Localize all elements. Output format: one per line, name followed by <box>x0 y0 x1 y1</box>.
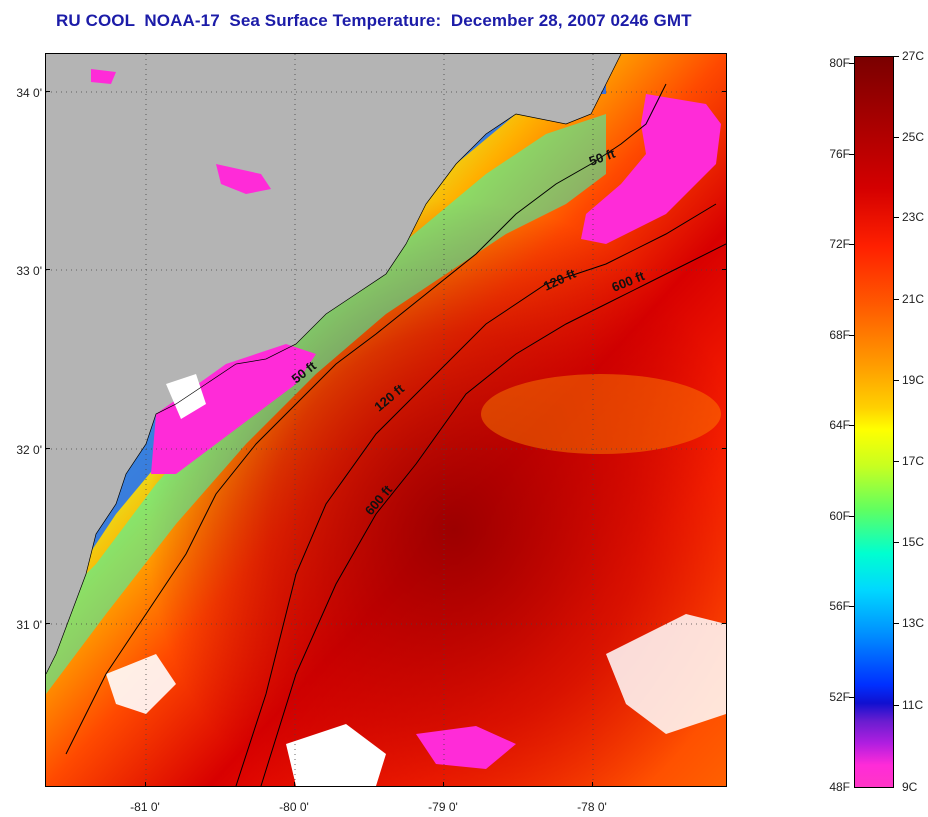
colorbar-celsius-label: 27C <box>902 49 925 63</box>
coastal-green-band <box>46 114 606 694</box>
colorbar-fahrenheit-label: 80F <box>829 56 850 70</box>
colorbar-tick <box>849 335 854 336</box>
colorbar-fahrenheit-label: 72F <box>829 237 850 251</box>
colorbar-celsius-label: 15C <box>902 535 925 549</box>
axis-tick <box>145 782 146 787</box>
colorbar-tick <box>894 623 899 624</box>
isobath-50ft <box>65 83 667 755</box>
axis-tick <box>45 269 50 270</box>
warm-eddy <box>481 374 721 454</box>
axis-tick <box>722 448 727 449</box>
colorbar-tick <box>894 299 899 300</box>
latitude-label: 34 0' <box>16 86 42 100</box>
colorbar-tick <box>849 606 854 607</box>
latitude-label: 32 0' <box>16 443 42 457</box>
colorbar-fahrenheit-label: 48F <box>829 780 850 794</box>
colorbar-celsius-label: 9C <box>902 780 918 794</box>
sst-map-canvas: 50 ft 50 ft 120 ft 120 ft 600 ft 600 ft <box>46 54 726 786</box>
colorbar-celsius-label: 17C <box>902 454 925 468</box>
colorbar-fahrenheit-label: 68F <box>829 328 850 342</box>
colorbar-tick <box>849 63 854 64</box>
longitude-label: -80 0' <box>279 800 309 814</box>
isobath-120ft <box>235 203 717 786</box>
cloud-patch-coast <box>166 374 206 419</box>
longitude-label: -78 0' <box>577 800 607 814</box>
colorbar-tick <box>849 154 854 155</box>
cloud-patch-southeast <box>606 614 726 734</box>
latitude-label: 31 0' <box>16 618 42 632</box>
colorbar-fahrenheit-label: 60F <box>829 509 850 523</box>
colorbar-celsius-label: 11C <box>902 698 924 712</box>
colorbar-celsius-label: 19C <box>902 373 925 387</box>
cloud-patch-south <box>286 724 386 786</box>
axis-tick <box>592 782 593 787</box>
colorbar-celsius-label: 25C <box>902 130 925 144</box>
map-title: RU COOL NOAA-17 Sea Surface Temperature:… <box>56 11 692 30</box>
colorbar-fahrenheit-label: 64F <box>829 418 850 432</box>
colorbar-tick <box>894 137 899 138</box>
graticule <box>46 54 726 786</box>
colorbar-tick <box>849 697 854 698</box>
axis-tick <box>722 269 727 270</box>
colorbar-fahrenheit-label: 76F <box>829 147 850 161</box>
colorbar-tick <box>849 244 854 245</box>
colorbar-celsius-label: 23C <box>902 210 925 224</box>
colorbar-celsius-label: 13C <box>902 616 925 630</box>
cold-water-patch-coast <box>151 344 316 474</box>
colorbar-tick <box>894 56 899 57</box>
axis-tick <box>45 448 50 449</box>
axis-tick <box>294 782 295 787</box>
axis-tick <box>443 782 444 787</box>
axis-tick <box>45 623 50 624</box>
colorbar-fahrenheit-label: 56F <box>829 599 850 613</box>
colorbar-tick <box>894 461 899 462</box>
latitude-label: 33 0' <box>16 264 42 278</box>
land <box>46 54 621 674</box>
axis-tick <box>722 623 727 624</box>
temperature-colorbar <box>854 56 894 788</box>
temperature-colorbar-gradient <box>855 57 893 787</box>
colorbar-tick <box>894 705 899 706</box>
longitude-label: -81 0' <box>130 800 160 814</box>
coastline <box>46 54 622 675</box>
cold-water-patch-small <box>91 69 116 84</box>
sst-map: 50 ft 50 ft 120 ft 120 ft 600 ft 600 ft <box>45 53 727 787</box>
longitude-label: -79 0' <box>428 800 458 814</box>
cold-water-patch-north <box>581 94 721 244</box>
colorbar-tick <box>894 380 899 381</box>
cold-water-patch-south <box>416 726 516 769</box>
colorbar-celsius-label: 21C <box>902 292 925 306</box>
isobath-600ft <box>260 243 726 786</box>
colorbar-tick <box>894 217 899 218</box>
colorbar-tick <box>849 425 854 426</box>
axis-tick <box>722 91 727 92</box>
cold-water-patch-inland <box>216 164 271 194</box>
colorbar-tick <box>849 516 854 517</box>
cloud-patch-southwest <box>106 654 176 714</box>
axis-tick <box>45 91 50 92</box>
colorbar-tick <box>894 542 899 543</box>
colorbar-fahrenheit-label: 52F <box>829 690 850 704</box>
